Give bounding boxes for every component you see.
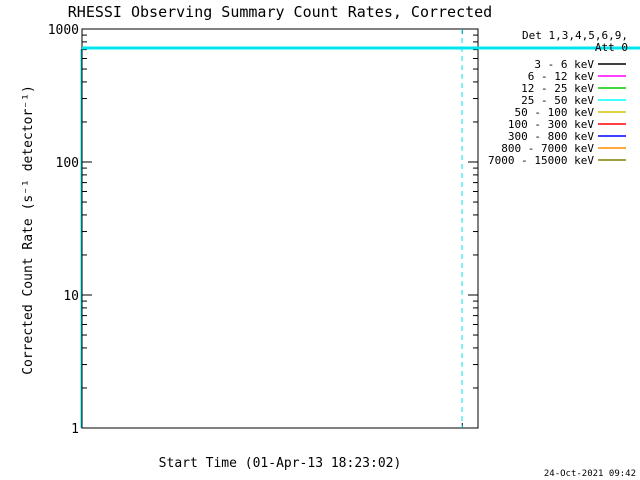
plot-area: 110100100018:3018:4519:0019:1519:3019:45… — [48, 23, 640, 437]
legend-entry-label: 12 - 25 keV — [521, 82, 594, 95]
y-tick-label: 1 — [71, 422, 79, 437]
legend-entry-label: 800 - 7000 keV — [501, 142, 594, 155]
legend-entry-label: 50 - 100 keV — [515, 106, 595, 119]
legend-entry-label: 100 - 300 keV — [508, 118, 594, 131]
legend-entry-label: 6 - 12 keV — [528, 70, 595, 83]
legend-entry-label: 25 - 50 keV — [521, 94, 594, 107]
x-axis-label: Start Time (01-Apr-13 18:23:02) — [159, 456, 402, 471]
y-tick-label: 10 — [63, 289, 79, 304]
legend-entry-label: 7000 - 15000 keV — [488, 154, 594, 167]
y-tick-label: 100 — [56, 156, 79, 171]
y-axis-label: Corrected Count Rate (s⁻¹ detector⁻¹) — [21, 85, 36, 375]
legend-entry-label: 300 - 800 keV — [508, 130, 594, 143]
plot-frame — [81, 28, 479, 429]
y-tick-label: 1000 — [48, 23, 79, 38]
chart-title: RHESSI Observing Summary Count Rates, Co… — [68, 3, 492, 21]
footer-date: 24-Oct-2021 09:42 — [544, 469, 636, 479]
legend-header: Att 0 — [595, 41, 628, 54]
legend-entry-label: 3 - 6 keV — [534, 58, 594, 71]
legend-header: Det 1,3,4,5,6,9, — [522, 29, 628, 42]
